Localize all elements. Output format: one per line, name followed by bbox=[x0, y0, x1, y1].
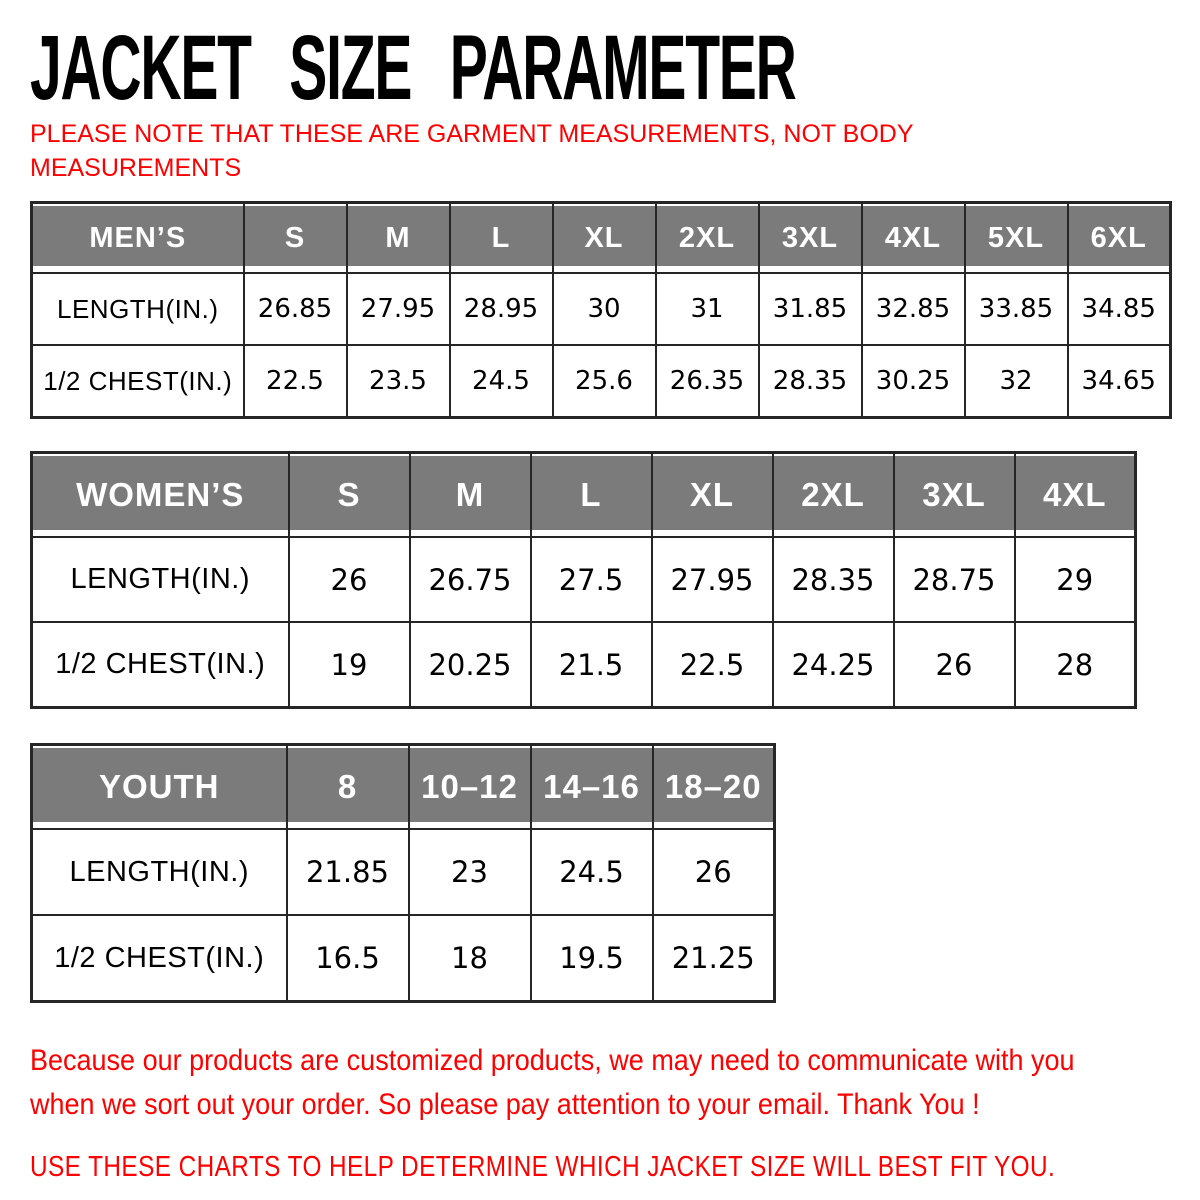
measurement-cell: 27.95 bbox=[650, 536, 774, 623]
measurement-cell: 34.65 bbox=[1066, 344, 1172, 419]
measurement-cell: 28 bbox=[1013, 621, 1137, 709]
size-header-cell: 10–12 bbox=[407, 743, 532, 830]
size-header-cell: 8 bbox=[285, 743, 410, 830]
garment-measurement-note-line2: MEASUREMENTS bbox=[30, 154, 242, 182]
measurement-cell: 34.85 bbox=[1066, 272, 1172, 346]
measurement-cell: 26.75 bbox=[408, 536, 532, 623]
table-row: LENGTH(IN.) 26 26.75 27.5 27.95 28.35 28… bbox=[30, 536, 1137, 623]
table-row: LENGTH(IN.) 21.85 23 24.5 26 bbox=[30, 828, 776, 916]
measurement-cell: 26.85 bbox=[242, 272, 348, 346]
measurement-cell: 27.5 bbox=[529, 536, 653, 623]
row-label-cell: LENGTH(IN.) bbox=[30, 272, 245, 346]
size-header-cell: 2XL bbox=[654, 201, 760, 274]
customization-notice-line2: when we sort out your order. So please p… bbox=[30, 1088, 980, 1121]
size-header-cell: M bbox=[408, 451, 532, 538]
size-header-cell: 2XL bbox=[771, 451, 895, 538]
size-header-cell: 4XL bbox=[860, 201, 966, 274]
table-row: 1/2 CHEST(IN.) 22.5 23.5 24.5 25.6 26.35… bbox=[30, 344, 1172, 419]
mens-table-label: MEN’S bbox=[30, 201, 245, 274]
measurement-cell: 24.5 bbox=[448, 344, 554, 419]
measurement-cell: 21.85 bbox=[285, 828, 410, 916]
size-header-cell: 6XL bbox=[1066, 201, 1172, 274]
size-header-cell: S bbox=[287, 451, 411, 538]
size-header-cell: 5XL bbox=[963, 201, 1069, 274]
measurement-cell: 33.85 bbox=[963, 272, 1069, 346]
size-header-cell: 4XL bbox=[1013, 451, 1137, 538]
measurement-cell: 23 bbox=[407, 828, 532, 916]
customization-notice: Because our products are customized prod… bbox=[30, 1039, 1083, 1127]
measurement-cell: 21.5 bbox=[529, 621, 653, 709]
measurement-cell: 19 bbox=[287, 621, 411, 709]
size-header-cell: 18–20 bbox=[651, 743, 776, 830]
measurement-cell: 24.25 bbox=[771, 621, 895, 709]
measurement-cell: 28.35 bbox=[757, 344, 863, 419]
mens-header-row: MEN’S S M L XL 2XL 3XL 4XL 5XL 6XL bbox=[30, 201, 1172, 274]
usage-instruction: USE THESE CHARTS TO HELP DETERMINE WHICH… bbox=[30, 1151, 1056, 1183]
measurement-cell: 25.6 bbox=[551, 344, 657, 419]
row-label-cell: 1/2 CHEST(IN.) bbox=[30, 914, 288, 1003]
size-header-cell: L bbox=[448, 201, 554, 274]
womens-header-row: WOMEN’S S M L XL 2XL 3XL 4XL bbox=[30, 451, 1137, 538]
size-header-cell: XL bbox=[650, 451, 774, 538]
size-header-cell: XL bbox=[551, 201, 657, 274]
size-header-cell: 3XL bbox=[757, 201, 863, 274]
table-row: 1/2 CHEST(IN.) 19 20.25 21.5 22.5 24.25 … bbox=[30, 621, 1137, 709]
row-label-cell: 1/2 CHEST(IN.) bbox=[30, 621, 290, 709]
mens-size-table: MEN’S S M L XL 2XL 3XL 4XL 5XL 6XL LENGT… bbox=[30, 201, 1172, 419]
measurement-cell: 28.75 bbox=[892, 536, 1016, 623]
measurement-cell: 30.25 bbox=[860, 344, 966, 419]
size-header-cell: M bbox=[345, 201, 451, 274]
measurement-cell: 24.5 bbox=[529, 828, 654, 916]
measurement-cell: 26 bbox=[892, 621, 1016, 709]
size-header-cell: S bbox=[242, 201, 348, 274]
measurement-cell: 29 bbox=[1013, 536, 1137, 623]
size-header-cell: L bbox=[529, 451, 653, 538]
garment-measurement-note-line1: PLEASE NOTE THAT THESE ARE GARMENT MEASU… bbox=[30, 120, 914, 148]
measurement-cell: 32 bbox=[963, 344, 1069, 419]
table-row: LENGTH(IN.) 26.85 27.95 28.95 30 31 31.8… bbox=[30, 272, 1172, 346]
size-header-cell: 3XL bbox=[892, 451, 1016, 538]
measurement-cell: 28.95 bbox=[448, 272, 554, 346]
measurement-cell: 21.25 bbox=[651, 914, 776, 1003]
size-header-cell: 14–16 bbox=[529, 743, 654, 830]
table-row: 1/2 CHEST(IN.) 16.5 18 19.5 21.25 bbox=[30, 914, 776, 1003]
measurement-cell: 26 bbox=[651, 828, 776, 916]
womens-size-table: WOMEN’S S M L XL 2XL 3XL 4XL LENGTH(IN.)… bbox=[30, 451, 1137, 709]
row-label-cell: 1/2 CHEST(IN.) bbox=[30, 344, 245, 419]
measurement-cell: 26.35 bbox=[654, 344, 760, 419]
measurement-cell: 22.5 bbox=[650, 621, 774, 709]
row-label-cell: LENGTH(IN.) bbox=[30, 536, 290, 623]
customization-notice-line1: Because our products are customized prod… bbox=[30, 1044, 1075, 1077]
youth-size-table: YOUTH 8 10–12 14–16 18–20 LENGTH(IN.) 21… bbox=[30, 743, 776, 1003]
garment-measurement-note: PLEASE NOTE THAT THESE ARE GARMENT MEASU… bbox=[30, 117, 1200, 185]
measurement-cell: 31 bbox=[654, 272, 760, 346]
measurement-cell: 27.95 bbox=[345, 272, 451, 346]
page-title: JACKET SIZE PARAMETER bbox=[30, 17, 797, 119]
measurement-cell: 28.35 bbox=[771, 536, 895, 623]
measurement-cell: 16.5 bbox=[285, 914, 410, 1003]
measurement-cell: 26 bbox=[287, 536, 411, 623]
measurement-cell: 23.5 bbox=[345, 344, 451, 419]
womens-table-label: WOMEN’S bbox=[30, 451, 290, 538]
measurement-cell: 19.5 bbox=[529, 914, 654, 1003]
measurement-cell: 30 bbox=[551, 272, 657, 346]
measurement-cell: 20.25 bbox=[408, 621, 532, 709]
youth-table-label: YOUTH bbox=[30, 743, 288, 830]
measurement-cell: 31.85 bbox=[757, 272, 863, 346]
youth-header-row: YOUTH 8 10–12 14–16 18–20 bbox=[30, 743, 776, 830]
measurement-cell: 22.5 bbox=[242, 344, 348, 419]
row-label-cell: LENGTH(IN.) bbox=[30, 828, 288, 916]
measurement-cell: 32.85 bbox=[860, 272, 966, 346]
measurement-cell: 18 bbox=[407, 914, 532, 1003]
